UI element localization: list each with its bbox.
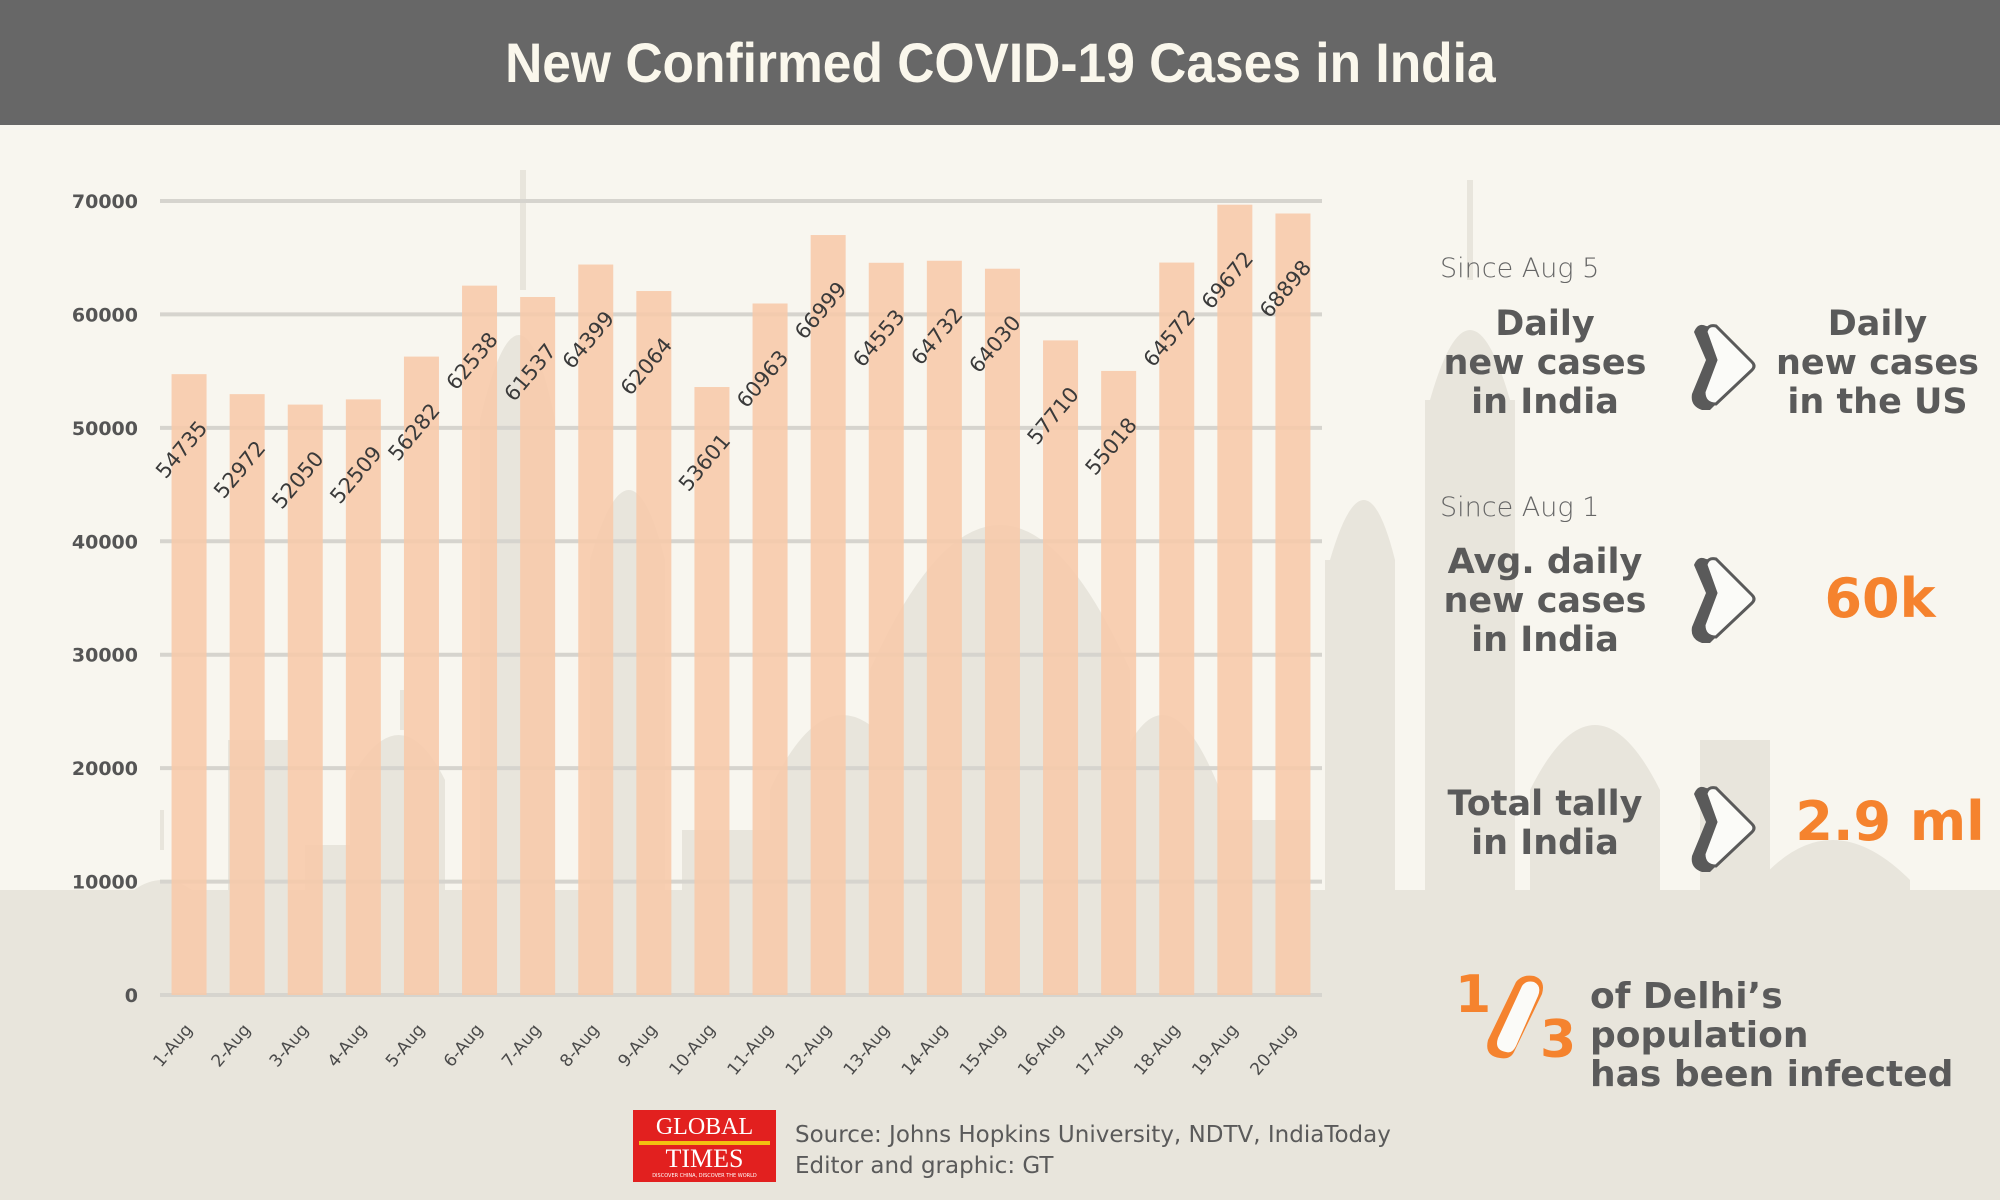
label-line: Total tally	[1447, 784, 1643, 824]
bar	[462, 285, 498, 996]
arrow-icon	[1691, 786, 1756, 872]
x-tick-label: 18-Aug	[1130, 1020, 1184, 1079]
x-tick-label: 12-Aug	[782, 1020, 836, 1079]
fraction-slash-icon	[1487, 975, 1543, 1059]
greater-than-icon	[1691, 324, 1756, 410]
y-axis-ticks: 0 10000 20000 30000 40000 50000 60000 70000	[72, 191, 138, 1007]
gridlines	[160, 199, 1322, 997]
bar	[1043, 340, 1079, 996]
x-tick-label: 16-Aug	[1014, 1020, 1068, 1079]
since-aug5-label: Since Aug 5	[1440, 253, 1600, 284]
bar	[345, 399, 381, 995]
bar	[287, 404, 323, 996]
x-tick-label: 7-Aug	[498, 1020, 545, 1071]
bar	[636, 291, 672, 995]
total-tally-label: Total tally in India	[1425, 785, 1665, 863]
label-line: of Delhi’s population	[1590, 976, 1809, 1056]
since-aug1-label: Since Aug 1	[1440, 492, 1600, 523]
bar	[694, 387, 730, 996]
label-line: in India	[1471, 620, 1619, 660]
label-line: has been infected	[1590, 1054, 1954, 1095]
x-tick-label: 5-Aug	[382, 1020, 429, 1071]
x-tick-label: 20-Aug	[1247, 1020, 1301, 1079]
fraction-numerator: 1	[1455, 965, 1492, 1025]
logo-line2: TIMES	[665, 1144, 744, 1173]
bar	[810, 235, 846, 995]
delhi-infected-text: of Delhi’s population has been infected	[1590, 977, 2000, 1094]
fraction-denominator: 3	[1540, 1010, 1577, 1070]
arrow-icon	[1691, 557, 1756, 643]
bar	[171, 374, 207, 996]
global-times-logo: GLOBAL TIMES DISCOVER CHINA, DISCOVER TH…	[633, 1110, 776, 1182]
label-line: Daily	[1495, 304, 1595, 344]
x-tick-label: 2-Aug	[208, 1020, 255, 1071]
x-tick-label: 8-Aug	[556, 1020, 603, 1071]
credit-text: Editor and graphic: GT	[795, 1153, 1054, 1179]
x-tick-label: 3-Aug	[266, 1020, 313, 1071]
title-bar: New Confirmed COVID-19 Cases in India	[0, 0, 2000, 125]
bar	[984, 268, 1020, 995]
x-tick-label: 15-Aug	[956, 1020, 1010, 1079]
avg-daily-label: Avg. daily new cases in India	[1425, 543, 1665, 660]
bar	[578, 264, 614, 995]
bar	[868, 262, 904, 995]
x-tick-label: 4-Aug	[324, 1020, 371, 1071]
x-tick-label: 6-Aug	[440, 1020, 487, 1071]
source-text: Source: Johns Hopkins University, NDTV, …	[795, 1122, 1391, 1148]
daily-us-label: Daily new cases in the US	[1760, 305, 1995, 422]
bars	[171, 204, 1311, 996]
logo-tagline: DISCOVER CHINA, DISCOVER THE WORLD	[652, 1173, 757, 1179]
label-line: new cases	[1443, 581, 1647, 621]
y-tick-label: 40000	[72, 531, 138, 553]
y-tick-label: 20000	[72, 758, 138, 780]
bar	[403, 356, 439, 995]
label-line: in India	[1471, 382, 1619, 422]
x-tick-label: 11-Aug	[724, 1020, 778, 1079]
label-line: Avg. daily	[1447, 542, 1643, 582]
label-line: new cases	[1443, 343, 1647, 383]
y-tick-label: 30000	[72, 645, 138, 667]
label-line: new cases	[1776, 343, 1979, 383]
bar	[1275, 213, 1311, 996]
daily-india-label: Daily new cases in India	[1425, 305, 1665, 422]
x-axis-labels: 1-Aug 2-Aug 3-Aug 4-Aug 5-Aug 6-Aug 7-Aug 8-Aug…	[150, 1020, 1301, 1079]
y-tick-label: 70000	[72, 191, 138, 213]
y-tick-label: 0	[125, 985, 138, 1007]
bar	[752, 303, 788, 996]
source-credits: Source: Johns Hopkins University, NDTV, …	[795, 1120, 1391, 1182]
label-line: Daily	[1827, 304, 1928, 344]
logo-line1: GLOBAL	[655, 1114, 754, 1140]
x-tick-label: 10-Aug	[666, 1020, 720, 1079]
y-tick-label: 60000	[72, 304, 138, 326]
total-tally-value: 2.9 ml	[1795, 790, 1985, 853]
bar	[520, 296, 556, 995]
x-tick-label: 1-Aug	[150, 1020, 197, 1071]
x-tick-label: 9-Aug	[614, 1020, 661, 1071]
bar	[1159, 262, 1195, 995]
logo-divider	[639, 1141, 770, 1145]
bar	[926, 260, 962, 996]
avg-daily-value: 60k	[1824, 567, 1936, 630]
bar	[1217, 204, 1253, 995]
chart-title: New Confirmed COVID-19 Cases in India	[504, 31, 1496, 94]
y-tick-label: 10000	[72, 872, 138, 894]
label-line: in the US	[1787, 382, 1968, 422]
bar	[1101, 370, 1137, 995]
x-tick-label: 13-Aug	[840, 1020, 894, 1079]
bar	[229, 394, 265, 995]
label-line: in India	[1471, 823, 1619, 863]
y-tick-label: 50000	[72, 418, 138, 440]
x-tick-label: 14-Aug	[898, 1020, 952, 1079]
x-tick-label: 17-Aug	[1072, 1020, 1126, 1079]
value-labels: 5473552972520505250956282625386153764399…	[151, 247, 1316, 513]
x-tick-label: 19-Aug	[1188, 1020, 1242, 1079]
